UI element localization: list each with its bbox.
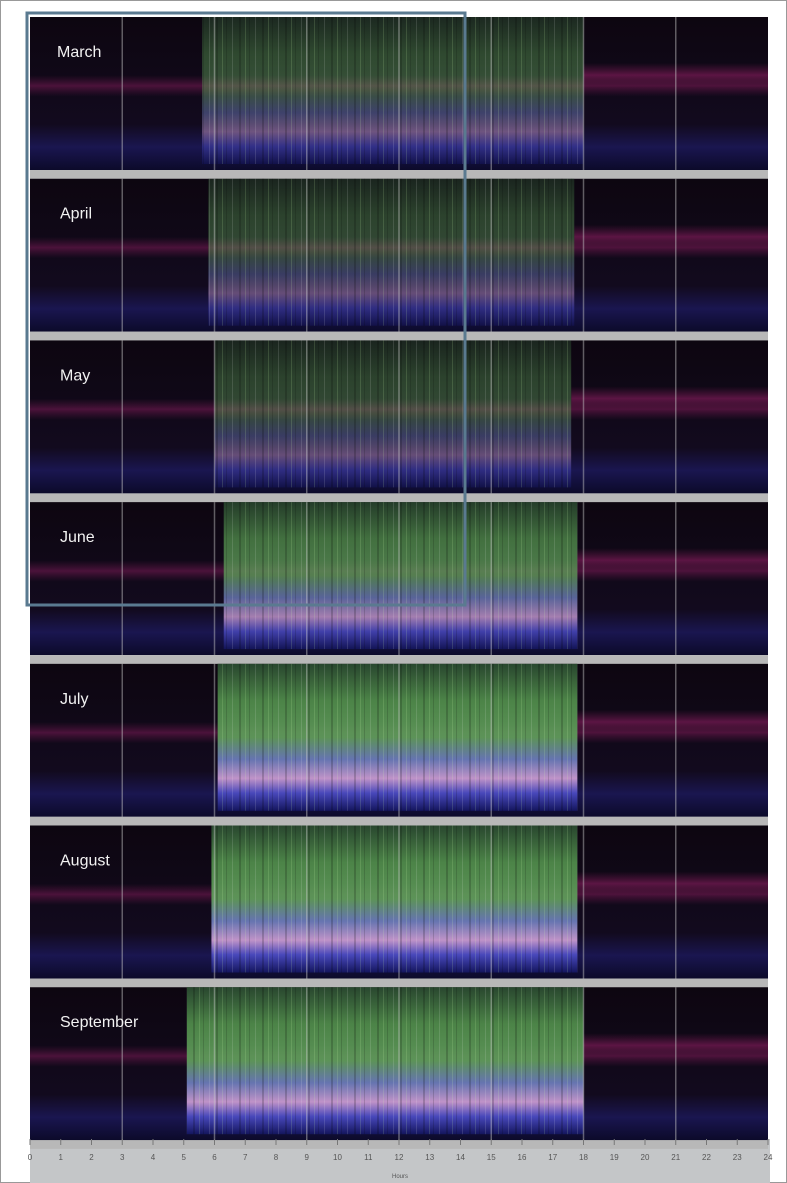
tick-label: 21 [671,1153,680,1162]
tick-label: 17 [548,1153,557,1162]
panel-label: June [60,529,95,546]
tick-label: 8 [274,1153,279,1162]
pink-band [577,548,768,572]
spectrogram-panel: April [30,179,768,341]
tick-label: 3 [120,1153,125,1162]
tick-label: 6 [212,1153,217,1162]
tick-label: 23 [733,1153,742,1162]
tick-label: 16 [518,1153,527,1162]
tick-label: 22 [702,1153,711,1162]
activity-texture [218,664,578,811]
tick-label: 14 [456,1153,465,1162]
spectrogram-panel: May [30,340,768,502]
activity-texture [187,987,584,1134]
activity-texture [211,826,577,973]
page: { "panels": [ {"label": "March"}, {"labe… [0,0,787,1183]
tick-label: 4 [151,1153,156,1162]
activity-texture [224,502,578,649]
activity-texture [215,340,572,487]
panels: March April May June July August September [30,17,768,1149]
spectrogram-panel: March [30,17,768,179]
activity-texture [202,17,583,164]
pink-band [571,386,768,410]
panel-label: August [60,853,110,870]
axis-title: Hours [392,1174,408,1180]
tick-label: 13 [425,1153,434,1162]
panel-label: March [57,44,101,61]
tick-label: 19 [610,1153,619,1162]
tick-label: 7 [243,1153,248,1162]
tick-label: 12 [395,1153,404,1162]
separator [30,332,768,341]
separator [30,655,768,664]
pink-band [577,710,768,734]
spectrogram-panel: August [30,826,768,988]
tick-label: 1 [59,1153,64,1162]
separator [30,170,768,179]
figure: MarchAprilMayJuneJulyAugustSeptember 012… [0,0,787,1183]
separator [30,493,768,502]
tick-label: 20 [641,1153,650,1162]
pink-band [577,871,768,895]
tick-label: 24 [764,1153,773,1162]
tick-label: 5 [182,1153,187,1162]
spectrogram-panel: September [30,987,768,1149]
spectrogram-panel: June [30,502,768,664]
panel-label: May [60,367,90,384]
separator [30,979,768,988]
panel-label: September [60,1014,139,1031]
tick-label: 10 [333,1153,342,1162]
tick-label: 11 [364,1153,373,1162]
tick-label: 15 [487,1153,496,1162]
pink-band [574,225,768,249]
spectrogram-panel: July [30,664,768,826]
tick-label: 2 [89,1153,94,1162]
panel-label: July [60,691,88,708]
panel-label: April [60,206,92,223]
tick-label: 9 [305,1153,310,1162]
tick-label: 0 [28,1153,33,1162]
activity-texture [208,179,574,326]
tick-label: 18 [579,1153,588,1162]
separator [30,817,768,826]
